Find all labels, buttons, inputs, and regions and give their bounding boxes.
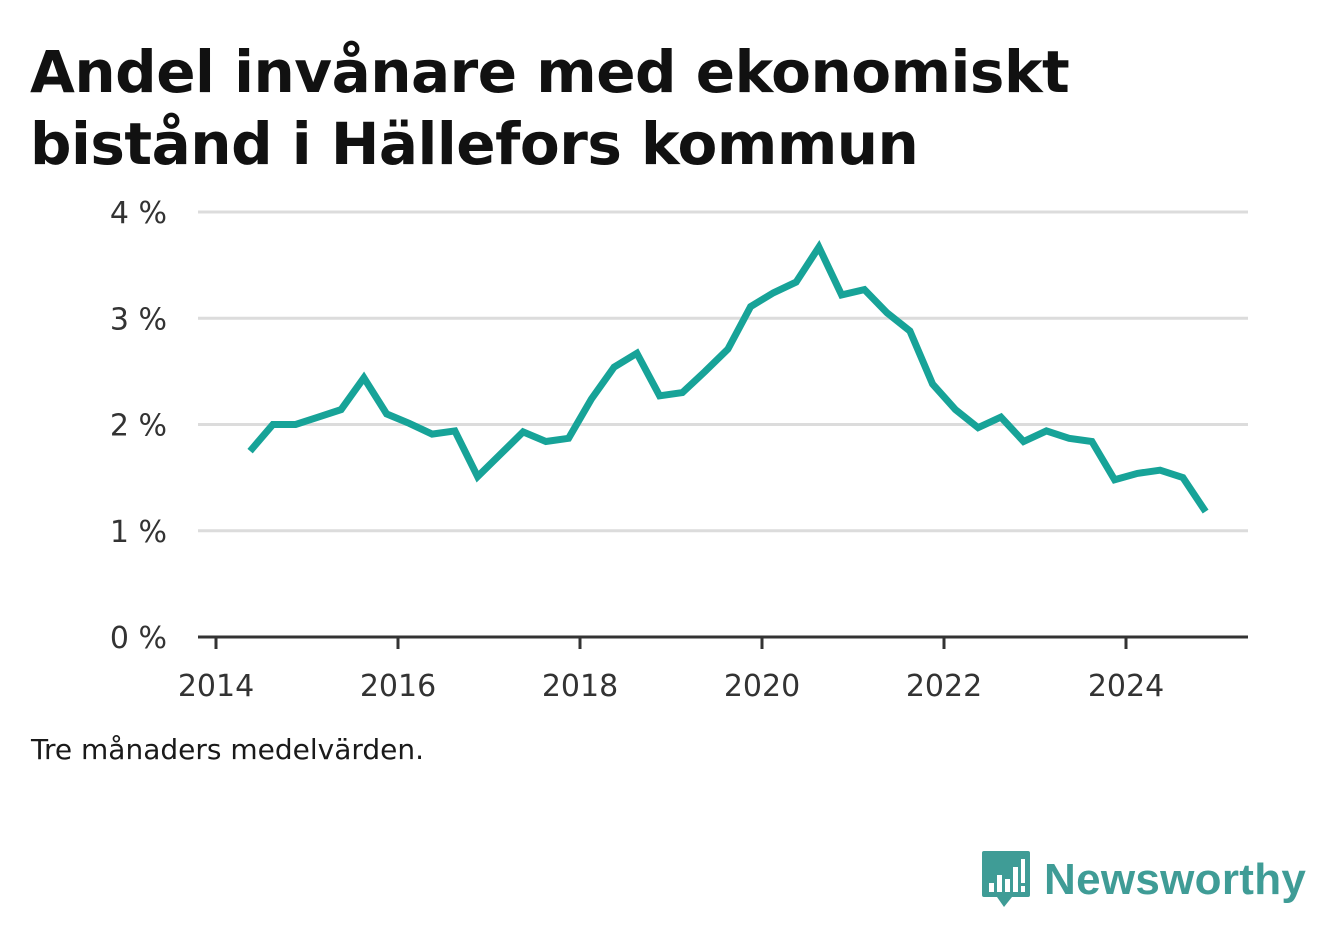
chart-title: Andel invånare med ekonomiskt bistånd i … [30,38,1070,178]
y-tick-label: 2 % [110,409,167,444]
x-tick-label: 2016 [360,669,436,704]
series-layer [247,239,1209,514]
x-tick-label: 2024 [1088,669,1164,704]
gridlines [198,210,1248,533]
y-tick-label: 4 % [110,196,167,231]
brand-logo[interactable]: Newsworthy [980,848,1306,912]
x-axis: 2014 2016 2018 2020 2022 2024 [178,635,1248,704]
y-tick-label: 3 % [110,302,167,337]
brand-name: Newsworthy [1044,855,1307,904]
x-tick-label: 2022 [906,669,982,704]
chart-note: Tre månaders medelvärden. [31,733,425,766]
newsworthy-logo-icon [982,851,1030,907]
y-axis: 0 % 1 % 2 % 3 % 4 % [110,196,167,656]
y-tick-label: 1 % [110,515,167,550]
x-tick-label: 2020 [724,669,800,704]
y-tick-label: 0 % [110,621,167,656]
x-tick-label: 2014 [178,669,254,704]
x-tick-label: 2018 [542,669,618,704]
series-line [247,239,1209,514]
